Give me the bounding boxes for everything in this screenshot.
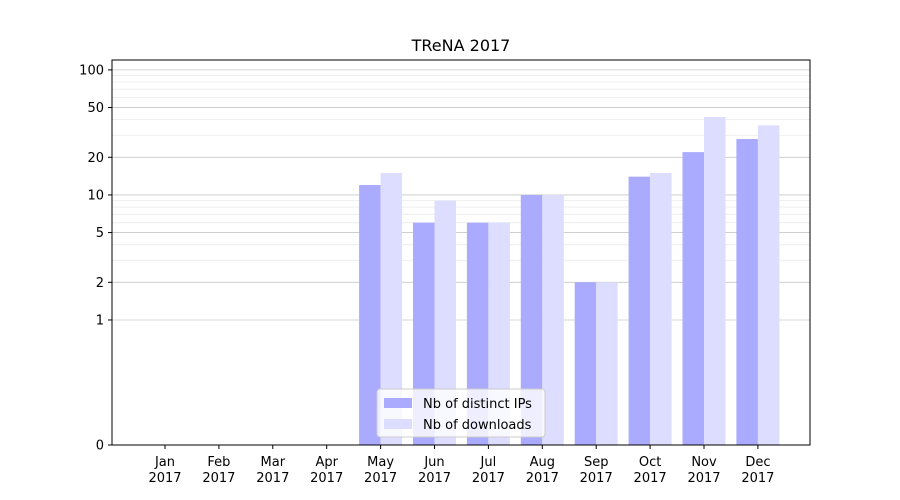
y-tick-label: 10 (87, 188, 104, 203)
x-tick-label: May 2017 (364, 455, 397, 486)
x-tick-label: Nov 2017 (687, 455, 720, 486)
x-tick-label-line: 2017 (364, 471, 397, 486)
plot-frame (111, 59, 811, 446)
bar-downloads (704, 117, 726, 445)
x-tick-label: Sep 2017 (580, 455, 613, 486)
bar-downloads (542, 194, 564, 445)
x-tick-label-line: Nov (691, 455, 717, 470)
x-tick-label-line: Sep (584, 455, 609, 470)
bar-distinct-ips (628, 176, 651, 445)
x-tick-label: Dec 2017 (741, 455, 774, 486)
bar-downloads (596, 282, 618, 445)
y-tick-label: 1 (96, 313, 104, 328)
y-tick-label: 50 (87, 101, 104, 116)
legend-box (376, 388, 546, 438)
legend-swatch (384, 398, 412, 408)
legend: Nb of distinct IPs Nb of downloads (376, 388, 546, 438)
x-tick-label-line: Jul (480, 455, 497, 470)
bar-downloads (380, 172, 403, 445)
legend-label: Nb of downloads (423, 418, 532, 433)
x-tick-label-line: May (367, 455, 394, 470)
x-tick-label: Jun 2017 (418, 455, 451, 486)
x-tick-label-line: 2017 (741, 471, 774, 486)
x-tick-label: Jan 2017 (148, 455, 181, 486)
x-tick-label-line: 2017 (580, 471, 613, 486)
x-tick-label-line: 2017 (202, 471, 235, 486)
bar-distinct-ips (736, 139, 758, 445)
x-tick-label-line: Jan (154, 455, 175, 470)
x-tick-label-line: 2017 (526, 471, 559, 486)
x-tick-label: Aug 2017 (526, 455, 559, 486)
x-tick-label-line: 2017 (634, 471, 667, 486)
x-tick-label: Apr 2017 (310, 455, 343, 486)
x-tick-label-line: 2017 (148, 471, 181, 486)
x-tick-label-line: Dec (745, 455, 770, 470)
bar-downloads (650, 172, 672, 445)
y-tick-label: 100 (79, 63, 104, 78)
y-tick-label: 2 (96, 276, 104, 291)
x-tick-label-line: Feb (207, 455, 230, 470)
bar-distinct-ips (520, 194, 543, 445)
bar-distinct-ips (359, 185, 381, 445)
bar-downloads (434, 200, 456, 445)
y-tick-label: 20 (87, 151, 104, 166)
chart-title: TReNA 2017 (411, 36, 511, 55)
legend-swatch (384, 419, 412, 429)
x-tick-label-line: Jun (423, 455, 444, 470)
bar-downloads (757, 125, 780, 445)
x-tick-label: Mar 2017 (256, 455, 289, 486)
x-tick-label-line: 2017 (472, 471, 505, 486)
grid (112, 69, 810, 321)
bar-distinct-ips (574, 282, 597, 445)
x-tick-label-line: Oct (639, 455, 661, 470)
x-tick-label-line: Apr (315, 455, 338, 470)
bars (359, 117, 780, 445)
y-tick-label: 0 (96, 439, 104, 454)
x-tick-label-line: 2017 (418, 471, 451, 486)
x-tick-label: Feb 2017 (202, 455, 235, 486)
x-tick-label: Jul 2017 (472, 455, 505, 486)
x-tick-label: Oct 2017 (634, 455, 667, 486)
x-tick-label-line: Mar (261, 455, 286, 470)
x-tick-label-line: 2017 (256, 471, 289, 486)
x-tick-label-line: Aug (530, 455, 555, 470)
y-tick-label: 5 (96, 226, 104, 241)
legend-label: Nb of distinct IPs (423, 397, 532, 412)
bar-distinct-ips (682, 152, 704, 445)
x-tick-label-line: 2017 (310, 471, 343, 486)
x-tick-label-line: 2017 (687, 471, 720, 486)
